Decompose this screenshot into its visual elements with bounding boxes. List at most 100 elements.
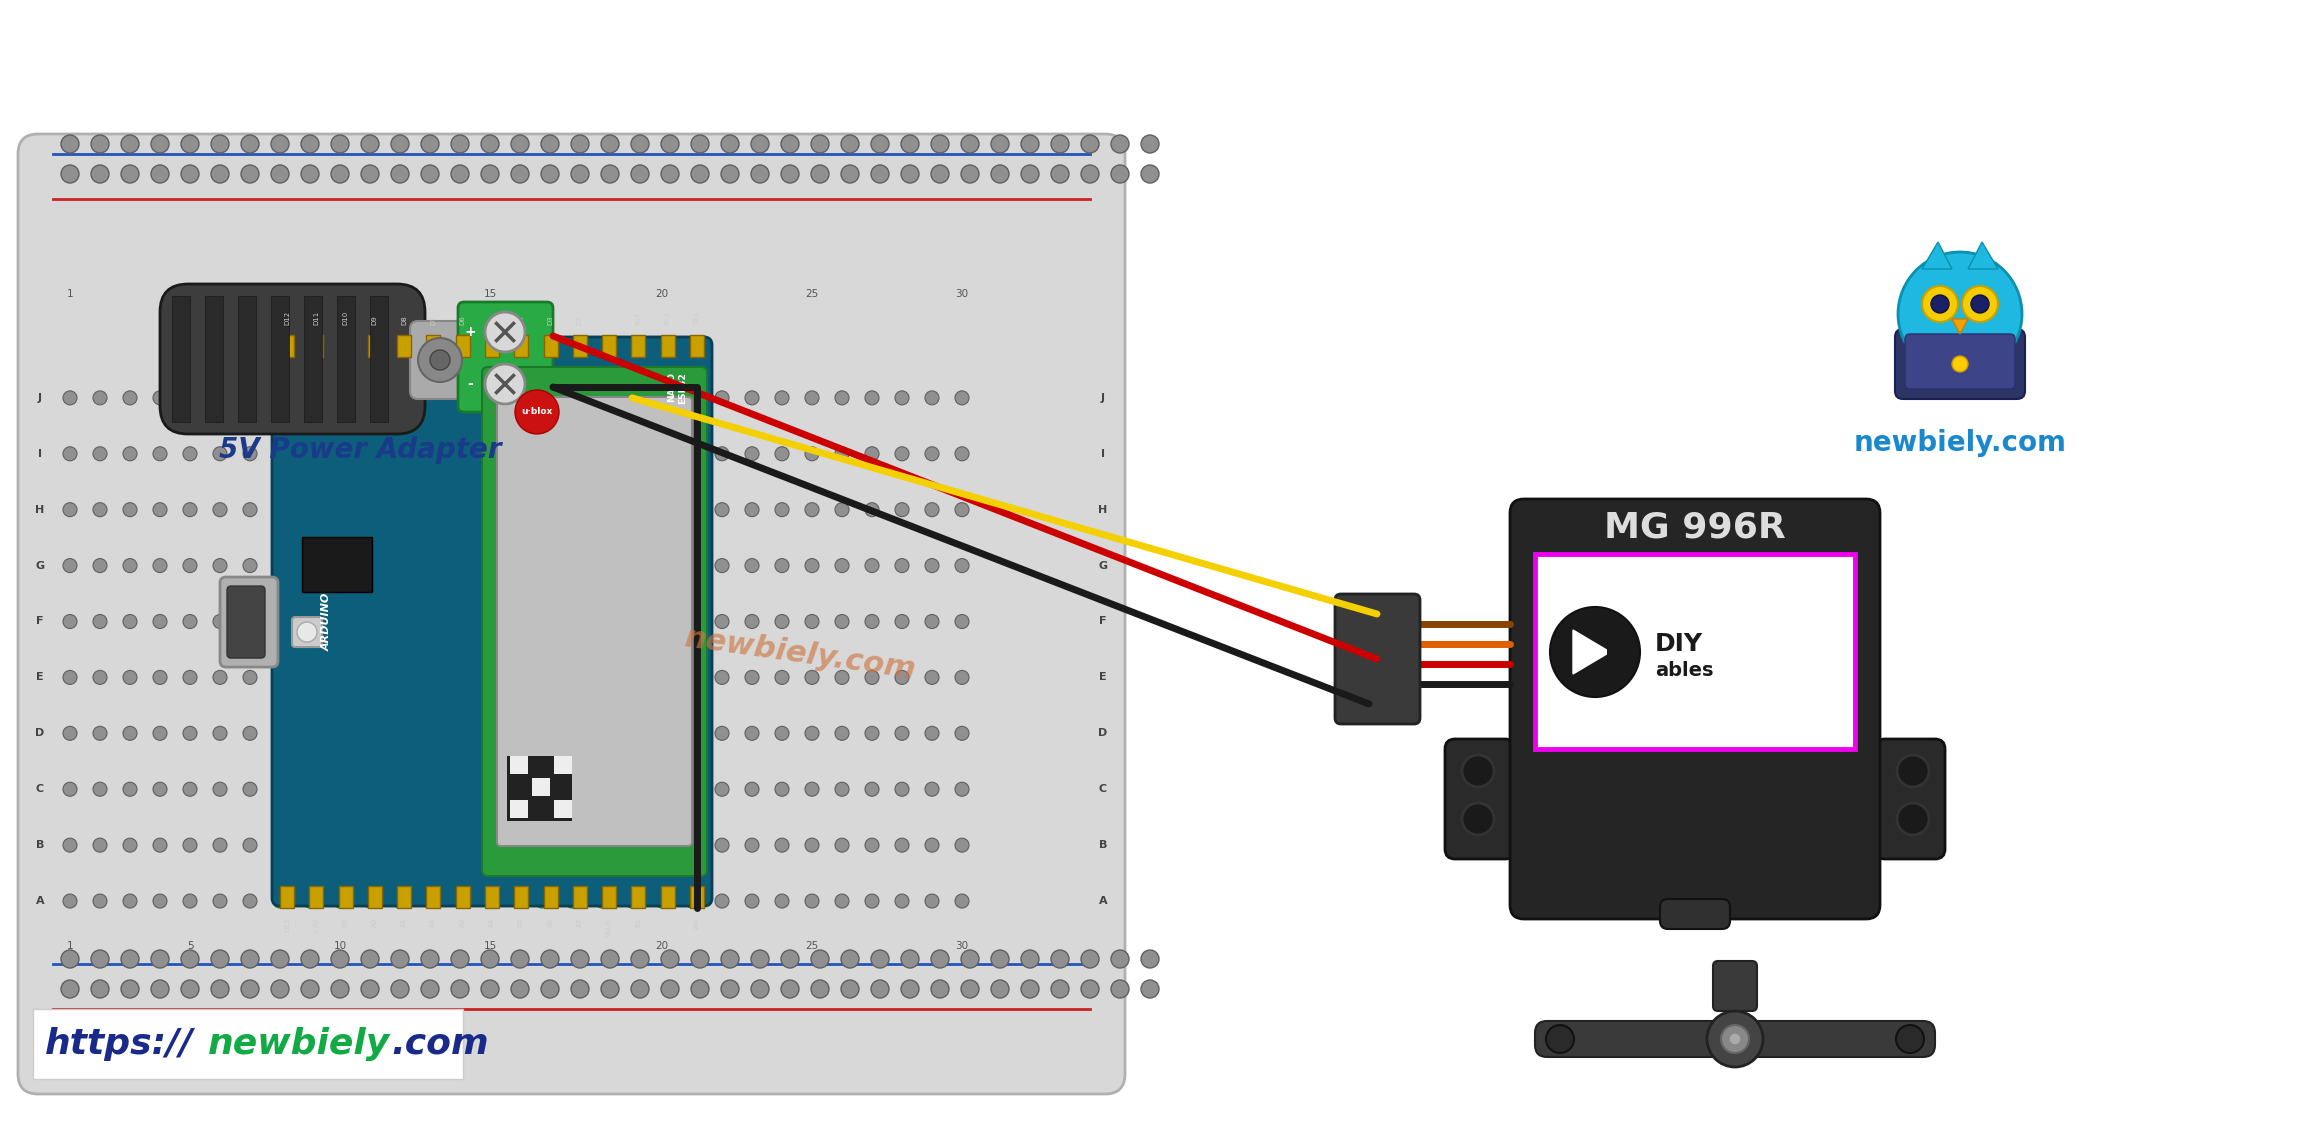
Circle shape	[626, 782, 640, 796]
Circle shape	[152, 559, 166, 573]
Text: B1: B1	[635, 919, 642, 928]
Circle shape	[840, 980, 859, 998]
Text: D10: D10	[342, 311, 349, 325]
Circle shape	[393, 894, 406, 908]
Circle shape	[866, 615, 880, 628]
Circle shape	[626, 502, 640, 517]
Circle shape	[806, 782, 820, 796]
Circle shape	[122, 559, 136, 573]
Circle shape	[596, 559, 610, 573]
Circle shape	[483, 726, 496, 741]
Circle shape	[393, 447, 406, 460]
Circle shape	[716, 726, 730, 741]
Circle shape	[836, 726, 850, 741]
Circle shape	[746, 447, 760, 460]
Bar	[510, 801, 529, 818]
Circle shape	[536, 615, 550, 628]
Circle shape	[212, 670, 226, 685]
Text: 15: 15	[483, 941, 496, 951]
Circle shape	[536, 894, 550, 908]
Circle shape	[92, 502, 106, 517]
Circle shape	[956, 838, 970, 852]
Circle shape	[596, 838, 610, 852]
Circle shape	[1921, 286, 1958, 322]
Circle shape	[716, 502, 730, 517]
Circle shape	[896, 447, 910, 460]
Circle shape	[272, 615, 286, 628]
Circle shape	[90, 950, 109, 968]
Circle shape	[596, 726, 610, 741]
Circle shape	[566, 782, 580, 796]
Text: VBUS: VBUS	[607, 919, 612, 937]
Circle shape	[393, 782, 406, 796]
Circle shape	[1021, 135, 1039, 153]
Circle shape	[660, 135, 679, 153]
Text: D11: D11	[314, 311, 319, 325]
Circle shape	[122, 447, 136, 460]
Text: 20: 20	[656, 941, 670, 951]
Circle shape	[746, 615, 760, 628]
Circle shape	[931, 166, 949, 183]
Circle shape	[901, 950, 919, 968]
Circle shape	[212, 391, 226, 405]
Circle shape	[720, 980, 739, 998]
Circle shape	[656, 726, 670, 741]
Circle shape	[363, 502, 376, 517]
Circle shape	[716, 894, 730, 908]
Circle shape	[152, 782, 166, 796]
Circle shape	[60, 950, 79, 968]
Circle shape	[806, 726, 820, 741]
Circle shape	[536, 782, 550, 796]
Circle shape	[152, 502, 166, 517]
Circle shape	[566, 447, 580, 460]
Circle shape	[896, 615, 910, 628]
Circle shape	[540, 950, 559, 968]
Circle shape	[1111, 950, 1129, 968]
Circle shape	[332, 502, 346, 517]
Circle shape	[152, 615, 166, 628]
Text: RX0: RX0	[665, 311, 670, 325]
Circle shape	[806, 502, 820, 517]
Circle shape	[483, 782, 496, 796]
Circle shape	[1111, 166, 1129, 183]
Bar	[630, 886, 647, 908]
Circle shape	[991, 980, 1009, 998]
Circle shape	[363, 615, 376, 628]
Circle shape	[332, 726, 346, 741]
Circle shape	[566, 726, 580, 741]
Text: G: G	[1099, 560, 1108, 570]
Circle shape	[423, 615, 436, 628]
Text: 30: 30	[956, 289, 967, 299]
Text: newbiely.com: newbiely.com	[1854, 429, 2067, 457]
Circle shape	[510, 980, 529, 998]
Circle shape	[62, 447, 76, 460]
Circle shape	[746, 670, 760, 685]
Circle shape	[806, 615, 820, 628]
Circle shape	[1051, 135, 1069, 153]
Circle shape	[836, 670, 850, 685]
Circle shape	[450, 166, 469, 183]
Circle shape	[332, 559, 346, 573]
Circle shape	[393, 391, 406, 405]
Circle shape	[931, 135, 949, 153]
Text: RST: RST	[635, 312, 642, 325]
Circle shape	[836, 838, 850, 852]
Circle shape	[272, 670, 286, 685]
FancyBboxPatch shape	[411, 321, 464, 399]
Text: NANO
ESP32: NANO ESP32	[667, 372, 688, 404]
Circle shape	[780, 166, 799, 183]
Circle shape	[242, 894, 256, 908]
Circle shape	[870, 950, 889, 968]
Circle shape	[536, 670, 550, 685]
Circle shape	[510, 135, 529, 153]
Circle shape	[536, 502, 550, 517]
Circle shape	[866, 559, 880, 573]
Circle shape	[300, 980, 319, 998]
Text: A1: A1	[402, 919, 406, 928]
Circle shape	[626, 670, 640, 685]
Circle shape	[600, 950, 619, 968]
Circle shape	[656, 502, 670, 517]
Circle shape	[152, 670, 166, 685]
Circle shape	[182, 894, 196, 908]
Bar	[367, 886, 381, 908]
